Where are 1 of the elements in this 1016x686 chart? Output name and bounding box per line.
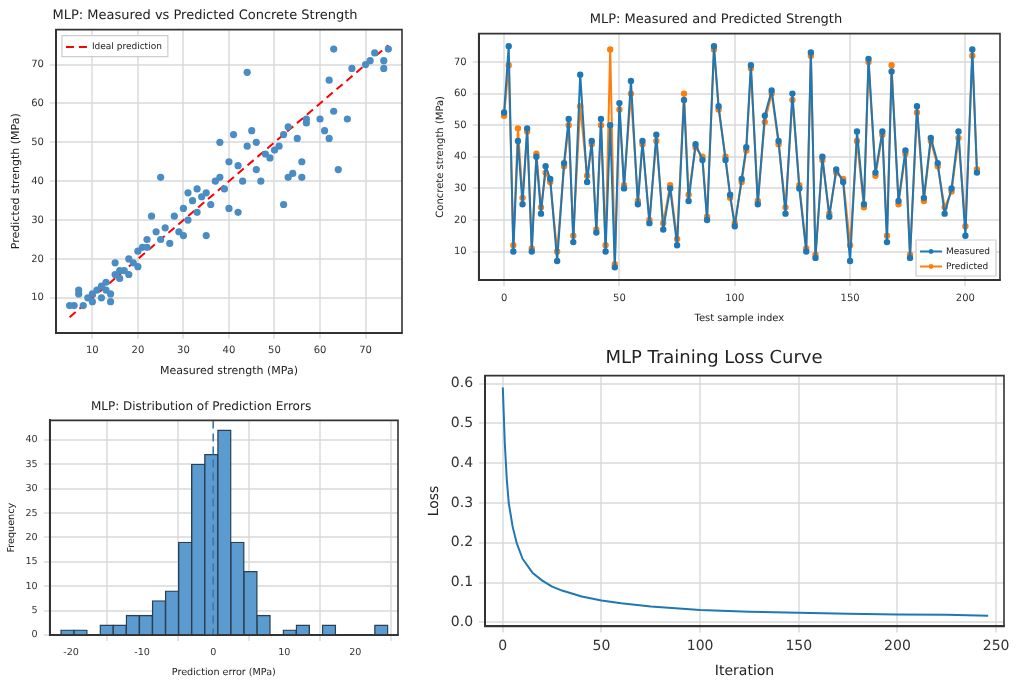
chart-title: MLP Training Loss Curve xyxy=(605,349,824,370)
